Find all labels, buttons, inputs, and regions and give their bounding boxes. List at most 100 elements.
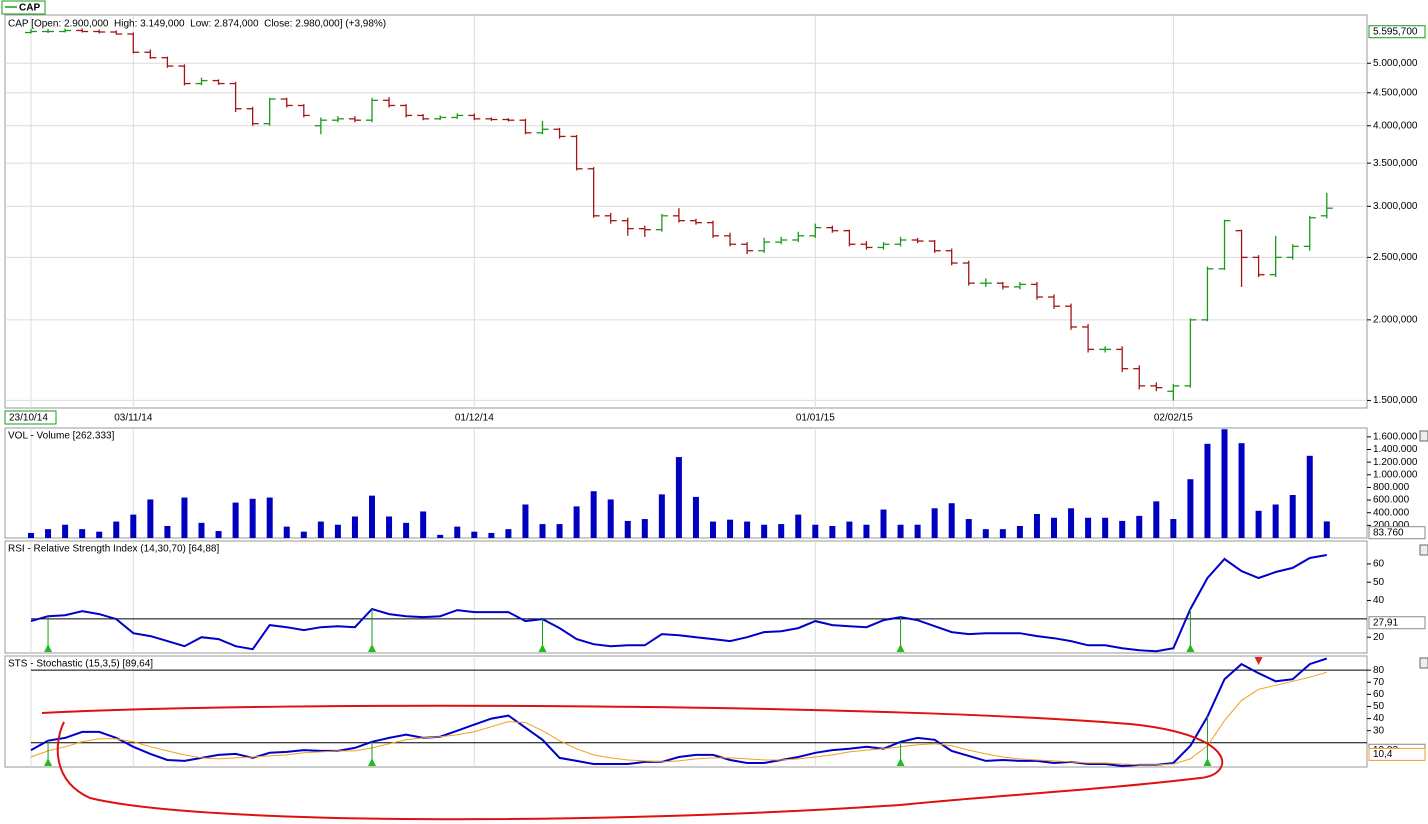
volume-bar <box>948 503 955 538</box>
volume-bar <box>369 495 375 538</box>
volume-bar <box>1136 515 1143 538</box>
volume-bar <box>488 532 495 538</box>
sell-signal-arrow <box>1254 657 1263 665</box>
buy-signal <box>1203 716 1212 766</box>
y-tick-label: 1.600.000 <box>1373 431 1418 442</box>
volume-bar <box>573 506 580 538</box>
panel-button[interactable] <box>1419 430 1428 442</box>
y-tick-label: 50 <box>1373 577 1385 588</box>
volume-bar <box>1221 429 1228 538</box>
volume-bar <box>1153 501 1160 538</box>
panel-frame <box>4 427 1368 539</box>
volume-bar <box>386 516 393 538</box>
x-tick-label: 02/02/15 <box>1154 413 1193 424</box>
volume-title: VOL - Volume [262.333] <box>8 431 115 442</box>
y-tick-label: 40 <box>1373 713 1385 724</box>
sts-title: STS - Stochastic (15,3,5) [89,64] <box>8 659 153 670</box>
buy-signal-arrow <box>44 758 53 766</box>
volume-bar <box>1085 517 1092 538</box>
volume-bar <box>130 514 137 538</box>
buy-signal <box>538 619 547 652</box>
y-tick-label: 70 <box>1373 677 1385 688</box>
buy-signal <box>1186 609 1195 652</box>
volume-bar <box>692 496 699 538</box>
volume-bar <box>522 504 529 538</box>
volume-bar <box>505 529 512 538</box>
volume-bar <box>62 524 69 538</box>
buy-signal-arrow <box>896 644 905 652</box>
panel-button[interactable] <box>1419 657 1428 669</box>
volume-bar <box>880 509 887 538</box>
price-title: CAP [Open: 2.900,000 High: 3.149,000 Low… <box>8 19 386 30</box>
buy-signal-arrow <box>1186 644 1195 652</box>
y-tick-label: 800.000 <box>1373 482 1410 493</box>
last-value-label: 10,4 <box>1373 749 1393 760</box>
volume-bar <box>1238 443 1245 538</box>
last-value-label: 5.595,700 <box>1373 26 1418 37</box>
volume-bar <box>1323 521 1330 538</box>
last-value-label: 27,91 <box>1373 617 1398 628</box>
buy-signal <box>44 616 53 652</box>
y-tick-label: 1.400.000 <box>1373 444 1418 455</box>
volume-bar <box>1119 520 1126 538</box>
volume-bar <box>45 529 52 538</box>
volume-bar <box>1051 517 1057 538</box>
buy-signal-arrow <box>896 758 905 766</box>
y-tick-label: 4.500,000 <box>1373 87 1418 98</box>
volume-bar <box>812 524 819 538</box>
buy-signal <box>368 741 376 766</box>
y-tick-label: 50 <box>1373 701 1385 712</box>
rsi-title: RSI - Relative Strength Index (14,30,70)… <box>8 544 219 555</box>
buy-signal-arrow <box>368 644 376 652</box>
volume-bar <box>28 532 34 538</box>
volume-bar <box>300 531 307 538</box>
y-tick-label: 30 <box>1373 725 1385 736</box>
y-tick-label: 1.500,000 <box>1373 395 1418 406</box>
volume-bar <box>420 511 427 538</box>
buy-signal-arrow <box>538 644 547 652</box>
volume-bar <box>1187 479 1194 538</box>
last-value-box <box>1368 526 1426 540</box>
buy-signal <box>896 741 905 766</box>
panels: 23/10/14 03/11/14 01/12/14 01/01/15 02/02/15… <box>4 14 1426 768</box>
last-value-box <box>1368 25 1426 39</box>
volume-bar <box>965 519 972 538</box>
y-tick-label: 3.000,000 <box>1373 201 1418 212</box>
volume-bar <box>897 524 904 538</box>
volume-bar <box>113 521 120 538</box>
y-tick-label: 5.000,000 <box>1373 58 1418 69</box>
date-cursor-box <box>4 410 57 425</box>
volume-bar <box>334 524 341 538</box>
volume-bar <box>471 531 478 538</box>
volume-bar <box>283 526 290 538</box>
buy-signal <box>896 617 905 652</box>
volume-bar <box>351 516 358 538</box>
volume-bar <box>147 499 154 538</box>
legend-label: CAP <box>19 3 40 14</box>
volume-bar <box>675 457 682 538</box>
volume-bar <box>931 508 938 538</box>
volume-bar <box>232 502 239 538</box>
y-tick-label: 1.000.000 <box>1373 469 1418 480</box>
volume-bar <box>863 524 870 538</box>
y-tick-label: 2.500,000 <box>1373 252 1418 263</box>
volume-bar <box>1255 510 1262 538</box>
volume-bar <box>914 524 921 538</box>
indicator-line <box>30 554 1327 653</box>
volume-bar <box>1170 519 1177 538</box>
volume-bar <box>181 497 188 538</box>
x-tick-label: 03/11/14 <box>114 413 153 424</box>
last-value-label: 83.760 <box>1373 527 1404 538</box>
y-tick-label: 60 <box>1373 689 1385 700</box>
y-tick-label: 600.000 <box>1373 495 1410 506</box>
y-tick-label: 2.000,000 <box>1373 315 1418 326</box>
volume-bar <box>317 521 324 538</box>
volume-bar <box>1204 443 1211 538</box>
buy-signal-arrow <box>44 644 53 652</box>
x-tick-label: 23/10/14 <box>9 413 48 424</box>
panel-button[interactable] <box>1419 544 1428 556</box>
panel-frame <box>4 655 1368 768</box>
x-tick-label: 01/12/14 <box>455 413 494 424</box>
